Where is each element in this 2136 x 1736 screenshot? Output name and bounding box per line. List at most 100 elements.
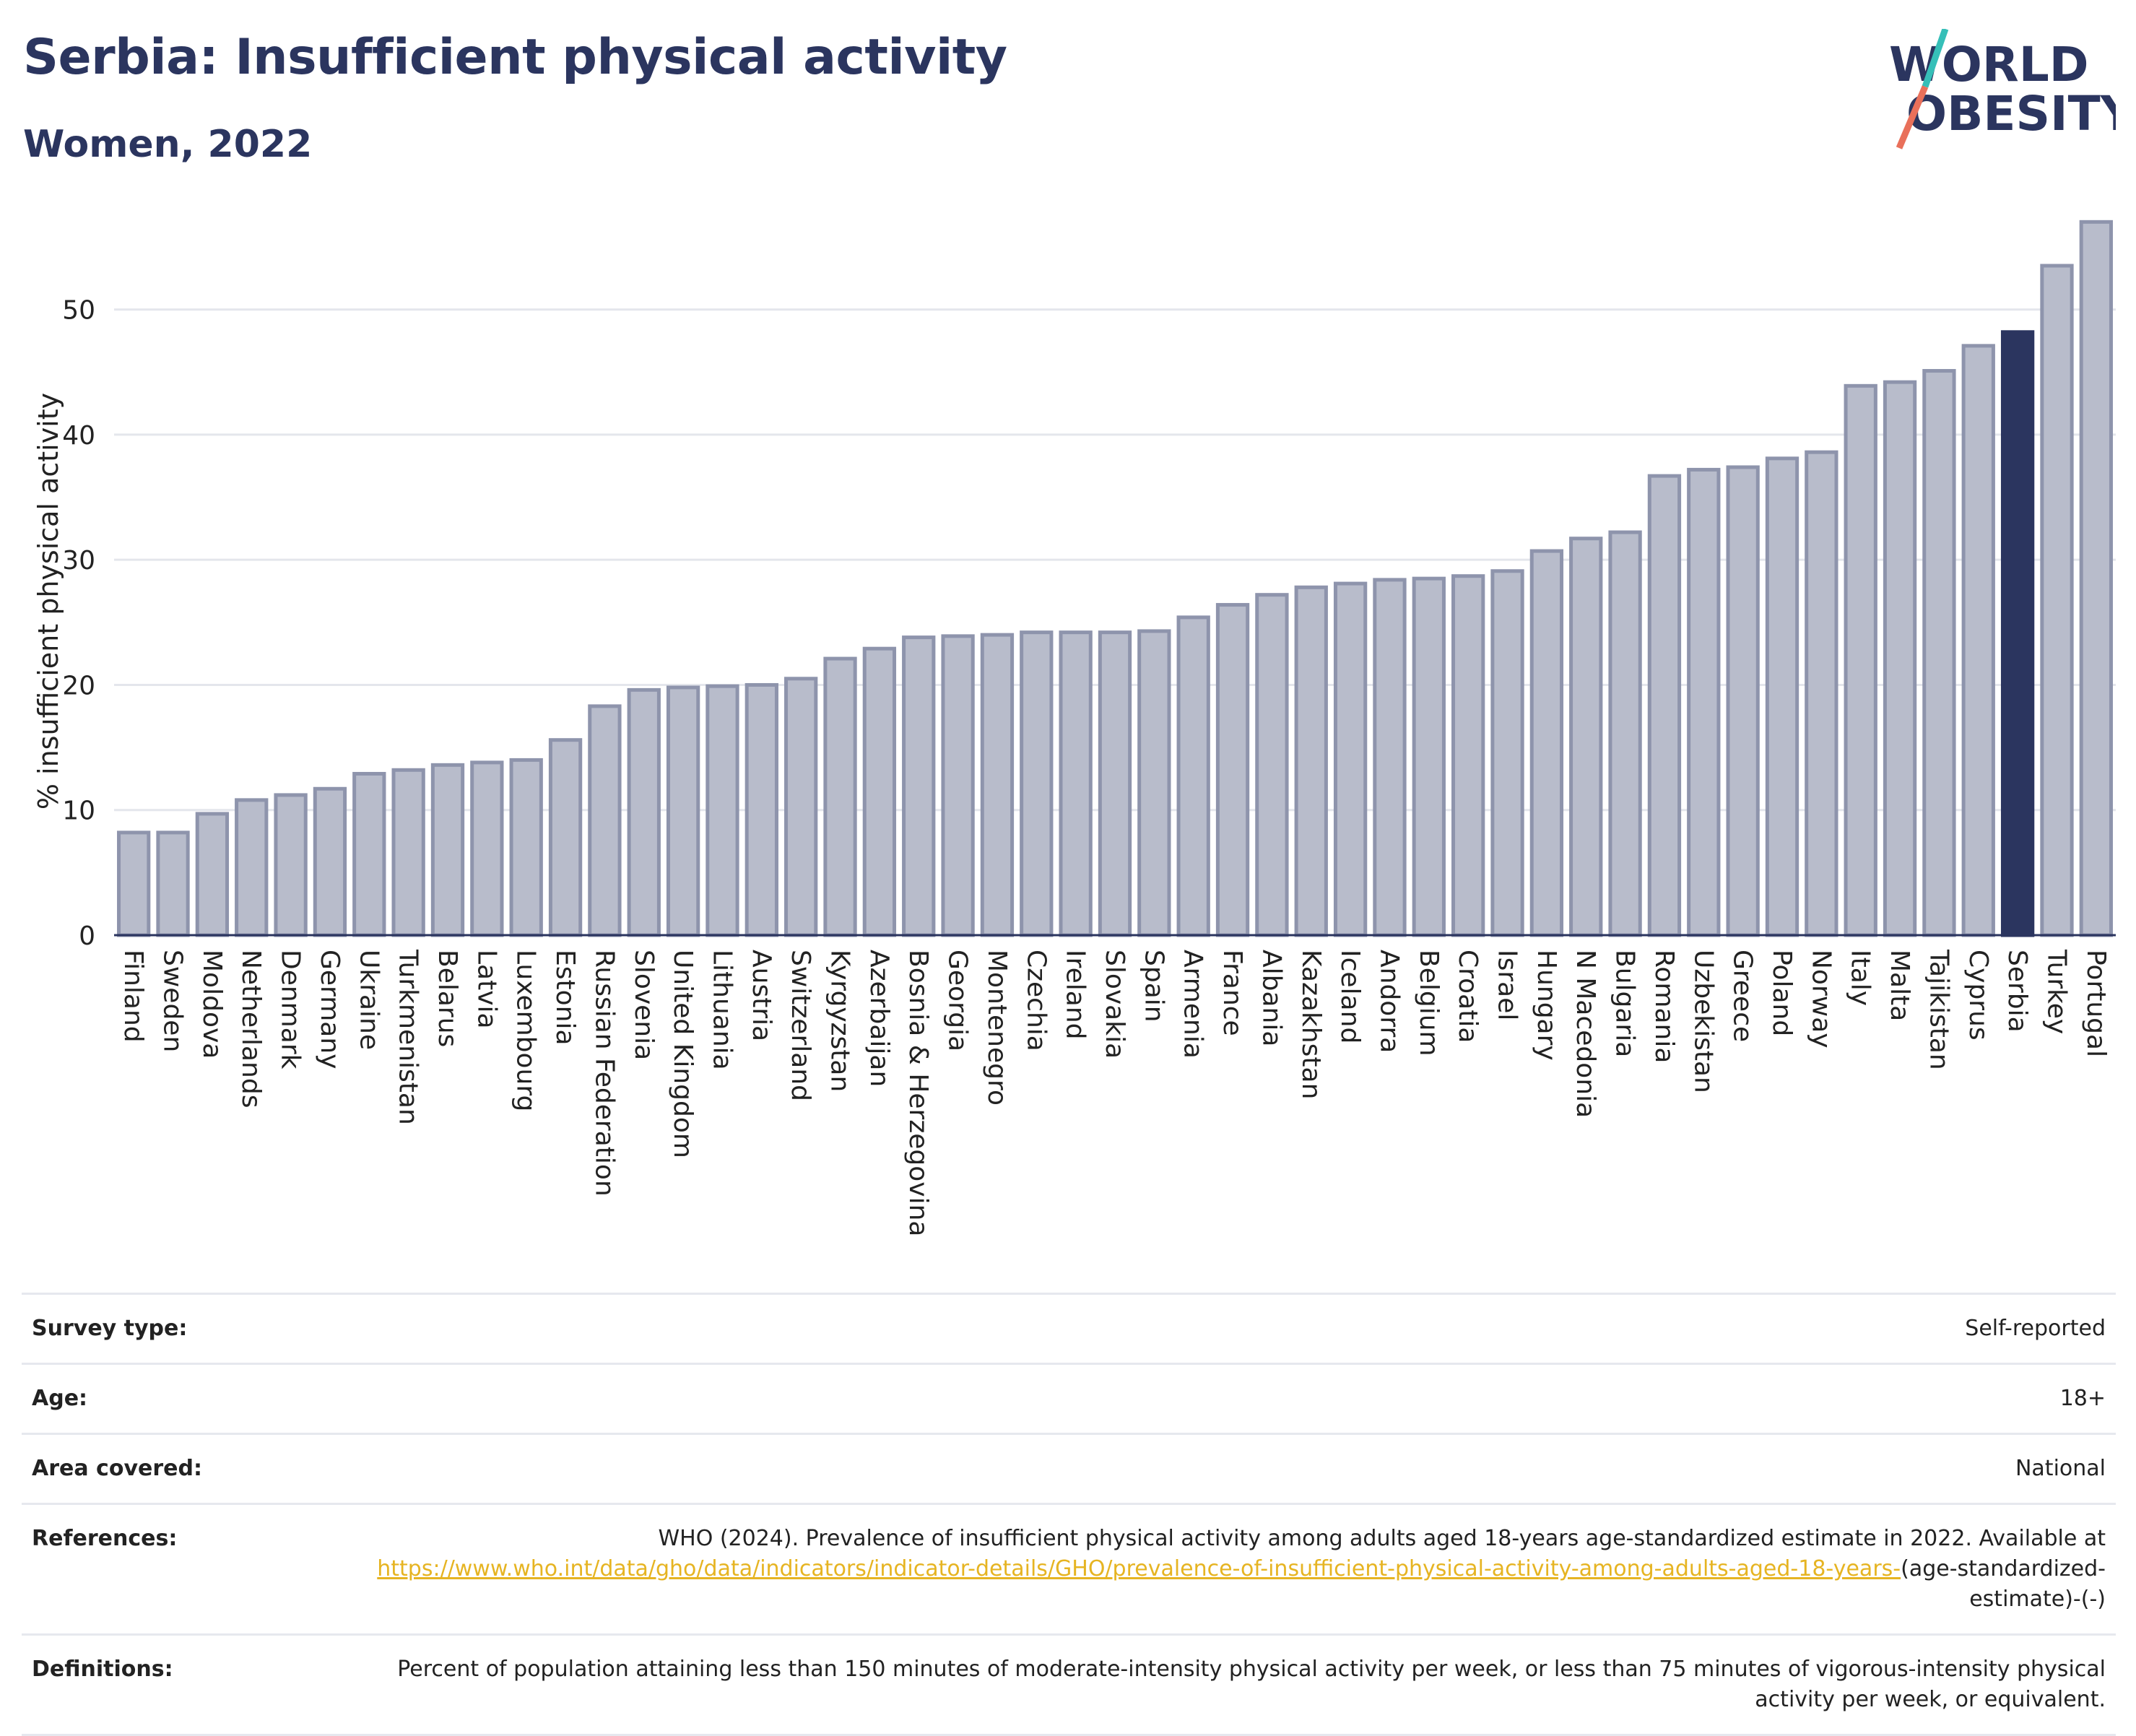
bar: [1647, 474, 1682, 937]
bar: [666, 685, 700, 937]
bar: [941, 634, 975, 937]
x-tick-label: Kyrgyzstan: [825, 950, 855, 1092]
references-label: References:: [32, 1526, 178, 1551]
x-tick-label: Slovenia: [629, 950, 659, 1060]
logo-line1: WORLD: [1889, 37, 2089, 92]
bar: [1805, 450, 1838, 937]
x-tick-label: Slovakia: [1100, 950, 1129, 1059]
definitions-value: Percent of population attaining less tha…: [397, 1657, 2106, 1712]
x-tick-label: Sweden: [158, 950, 188, 1052]
bar-chart: 0 10 20 30 40 50 % insufficient physical activ…: [32, 220, 2116, 1236]
x-tick-label: Portugal: [2081, 950, 2111, 1057]
x-tick-label: Netherlands: [236, 950, 266, 1108]
bar: [2040, 264, 2074, 937]
x-tick-label: Kazakhstan: [1296, 950, 1326, 1099]
bar: [509, 758, 543, 937]
bar: [1569, 537, 1603, 937]
x-tick-label: France: [1217, 950, 1247, 1036]
x-tick-label: Norway: [1806, 950, 1836, 1049]
bar: [1412, 576, 1446, 937]
bar: [235, 798, 269, 937]
survey-type-value: Self-reported: [1965, 1316, 2106, 1341]
area-value: National: [2015, 1456, 2106, 1481]
bar: [1294, 585, 1328, 937]
bar: [784, 677, 818, 937]
x-tick-label: Turkmenistan: [394, 949, 423, 1125]
definitions-label: Definitions:: [32, 1657, 173, 1682]
x-tick-label: Cyprus: [1963, 950, 1993, 1041]
x-tick-label: Moldova: [197, 950, 227, 1059]
y-tick-label: 20: [62, 671, 95, 700]
bar: [1883, 380, 1917, 937]
bar: [1490, 569, 1524, 937]
bar: [1098, 630, 1132, 937]
logo-line2: OBESITY: [1906, 86, 2116, 142]
bar: [823, 656, 857, 937]
x-tick-label: Belarus: [433, 950, 462, 1047]
bar: [1608, 530, 1642, 937]
bar: [430, 763, 465, 937]
bar: [195, 812, 230, 937]
x-tick-label: Armenia: [1178, 950, 1208, 1059]
bar: [1137, 629, 1171, 937]
bar: [313, 786, 347, 937]
y-tick-label: 30: [62, 546, 95, 576]
bar: [391, 768, 425, 937]
x-tick-label: Czechia: [1021, 950, 1051, 1051]
x-tick-label: Denmark: [276, 950, 305, 1069]
x-tick-label: N Macedonia: [1571, 950, 1600, 1118]
info-row-references: References: WHO (2024). Prevalence of in…: [22, 1503, 2116, 1633]
age-value: 18+: [2059, 1386, 2106, 1411]
age-label: Age:: [32, 1386, 88, 1411]
y-tick-label: 10: [62, 797, 95, 826]
x-tick-label: Serbia: [2002, 950, 2032, 1033]
references-tail: (age-standardized-estimate)-(-): [1901, 1556, 2106, 1612]
x-tick-label: Croatia: [1453, 950, 1482, 1043]
x-tick-label: Germany: [315, 950, 344, 1069]
x-tick-label: Italy: [1846, 950, 1875, 1006]
x-tick-label: Malta: [1885, 950, 1914, 1021]
x-tick-label: Montenegro: [982, 950, 1012, 1106]
info-table: Survey type: Self-reported Age: 18+ Area…: [22, 1293, 2116, 1736]
x-tick-label: Tajikistan: [1924, 949, 1953, 1070]
x-tick-label: Bosnia & Herzegovina: [903, 950, 933, 1236]
bar: [1215, 603, 1250, 937]
bar: [1451, 574, 1485, 937]
x-tick-label: Austria: [747, 950, 776, 1041]
area-label: Area covered:: [32, 1456, 202, 1481]
world-obesity-logo: WORLD OBESITY: [1889, 29, 2116, 149]
x-tick-label: Finland: [118, 950, 148, 1043]
x-tick-label: Switzerland: [786, 950, 815, 1101]
x-tick-label: Spain: [1139, 950, 1168, 1023]
info-row-area: Area covered: National: [22, 1433, 2116, 1503]
bar: [1687, 467, 1721, 937]
logo-slash-red: [1896, 85, 1929, 149]
references-value: WHO (2024). Prevalence of insufficient p…: [373, 1524, 2106, 1615]
x-tick-label: Bulgaria: [1610, 950, 1640, 1057]
bar: [1176, 615, 1210, 937]
x-tick-label: Ireland: [1061, 950, 1090, 1040]
page-title: Serbia: Insufficient physical activity: [23, 29, 1007, 86]
y-tick-label: 0: [79, 921, 95, 951]
references-link[interactable]: https://www.who.int/data/gho/data/indica…: [377, 1556, 1901, 1581]
bar: [902, 635, 936, 937]
x-tick-label: Andorra: [1374, 950, 1404, 1053]
x-tick-label: Belgium: [1414, 950, 1443, 1056]
x-tick-label: Estonia: [550, 950, 580, 1046]
x-tick-label: Luxembourg: [511, 950, 541, 1111]
x-tick-label: Hungary: [1532, 950, 1561, 1061]
bar: [1020, 630, 1054, 937]
x-tick-label: Azerbaijan: [864, 950, 894, 1087]
x-tick-label: Iceland: [1335, 950, 1365, 1043]
bar: [1765, 456, 1799, 937]
bar: [274, 793, 308, 937]
bar: [2000, 330, 2035, 937]
x-tick-label: Israel: [1493, 950, 1522, 1020]
bar: [156, 830, 190, 937]
bar: [548, 738, 583, 937]
x-tick-label: Turkey: [2041, 949, 2071, 1034]
bar: [2079, 220, 2113, 937]
x-tick-label: Lithuania: [707, 950, 737, 1070]
x-tick-label: Russian Federation: [589, 950, 619, 1197]
bar: [1333, 581, 1368, 937]
